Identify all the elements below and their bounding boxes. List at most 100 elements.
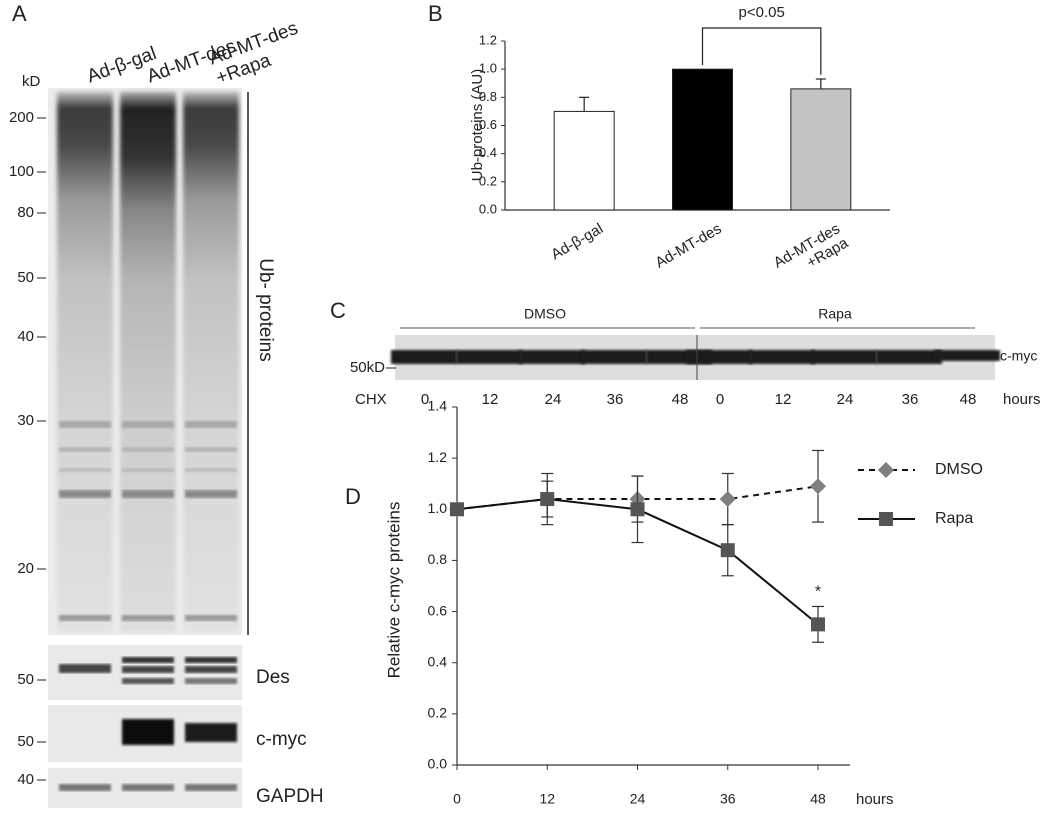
blot-label: c-myc (256, 729, 307, 750)
blot-band (185, 657, 237, 663)
y-tick-label: 0.2 (428, 705, 448, 721)
blot-band (185, 447, 237, 452)
blot-band (59, 421, 111, 428)
y-tick-label: 0.0 (428, 756, 448, 772)
y-tick-label: 1.2 (428, 449, 448, 465)
blot-band (185, 421, 237, 428)
blot-band (185, 784, 237, 791)
x-axis-title: hours (856, 791, 894, 808)
group-label: Rapa (818, 306, 852, 322)
legend-marker (879, 512, 893, 526)
point (450, 502, 464, 517)
panel-label: A (12, 1, 27, 26)
annotation: p<0.05 (739, 4, 785, 21)
time-label: 36 (902, 391, 919, 408)
blot-lane (120, 92, 176, 632)
y-tick-label: 0.2 (479, 173, 497, 188)
x-tick-label: 0 (453, 791, 461, 807)
y-axis-title: Relative c-myc proteins (384, 502, 403, 679)
y-tick-label: 1.4 (428, 398, 448, 414)
blot-band (122, 447, 174, 452)
panel-label: B (428, 1, 443, 26)
legend-marker (878, 462, 894, 478)
blot-band (122, 421, 174, 428)
blot-band (185, 490, 237, 498)
point (810, 478, 826, 495)
y-tick-label: 0.8 (479, 89, 497, 104)
blot-band (519, 350, 585, 364)
x-tick-label: 36 (720, 791, 736, 807)
panel-label: D (345, 484, 361, 509)
time-label: 0 (421, 391, 429, 408)
blot-band (185, 615, 237, 621)
y-tick-label: 0.6 (479, 117, 497, 132)
blot-band (934, 350, 1000, 361)
x-tick-label: Ad-MT-des+Rapa (771, 220, 852, 286)
blot-band (686, 350, 752, 364)
blot-label: Des (256, 667, 290, 688)
blot-label: GAPDH (256, 786, 324, 807)
y-tick-label: 0.4 (479, 145, 497, 160)
point (811, 617, 825, 632)
blot-band (59, 468, 111, 472)
blot-band (581, 350, 647, 364)
y-tick-label: 0.4 (428, 653, 448, 669)
blot-band (185, 666, 237, 673)
blot-band (122, 784, 174, 791)
blot-band (59, 664, 111, 673)
blot-band (391, 350, 457, 364)
marker-label: 40 (17, 771, 34, 788)
blot-band (749, 350, 815, 364)
time-label: 24 (545, 391, 562, 408)
unit-label: kD (22, 73, 41, 90)
y-tick-label: 1.0 (479, 61, 497, 76)
x-tick-label: 12 (539, 791, 555, 807)
blot-band (122, 657, 174, 663)
blot-lane (57, 92, 113, 632)
y-tick-label: 1.0 (428, 500, 448, 516)
blot-band (59, 784, 111, 791)
marker-label: 50 (17, 671, 34, 688)
point (719, 491, 736, 508)
significance-bracket (701, 27, 822, 75)
marker-label: 100 (9, 163, 34, 180)
bar (672, 68, 733, 211)
blot-band (122, 678, 174, 684)
marker-label: 20 (17, 560, 34, 577)
blot-band (122, 719, 174, 745)
blot-band (185, 723, 237, 742)
blot-band (456, 350, 522, 364)
blot-lane (183, 92, 239, 632)
point (630, 502, 645, 517)
marker-label: 50 (17, 733, 34, 750)
blot-band (59, 447, 111, 452)
x-tick-label: 48 (810, 791, 826, 807)
time-label: 0 (716, 391, 724, 408)
legend-label: Rapa (935, 510, 973, 527)
y-tick-label: 0.6 (428, 602, 448, 618)
blot-band (122, 666, 174, 673)
y-tick-label: 1.2 (479, 32, 497, 47)
time-label: 12 (775, 391, 792, 408)
bar (790, 88, 852, 211)
unit-label: hours (1003, 391, 1041, 408)
band-label: c-myc (1000, 348, 1037, 364)
marker-label: 200 (9, 109, 34, 126)
time-label: 48 (960, 391, 977, 408)
x-tick-label: Ad-β-gal (548, 220, 606, 263)
blot-band (185, 468, 237, 472)
blot-band (122, 490, 174, 498)
time-label: 24 (837, 391, 854, 408)
time-label: 12 (482, 391, 499, 408)
marker-label: 40 (17, 328, 34, 345)
blot-band (185, 678, 237, 684)
blot-band (811, 350, 877, 364)
lane-label: Ad-MT-des+Rapa (206, 18, 308, 89)
point (720, 543, 735, 558)
time-label: 48 (672, 391, 689, 408)
blot-band (122, 468, 174, 472)
row-label: CHX (355, 391, 387, 408)
blot-band (122, 615, 174, 621)
